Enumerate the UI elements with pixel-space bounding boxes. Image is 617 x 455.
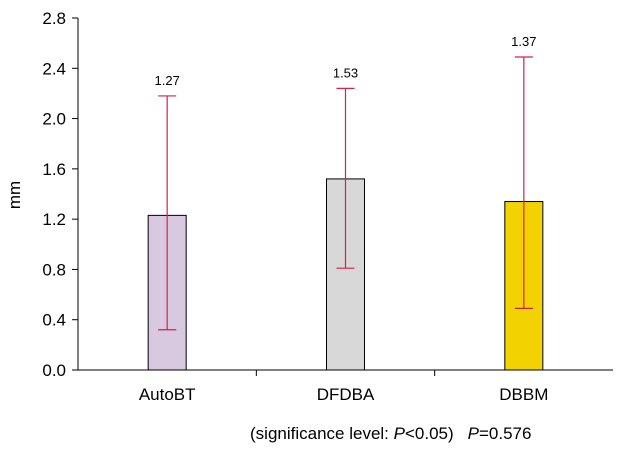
data-label-autobt: 1.27 (155, 73, 180, 88)
footnote-prefix: (significance level: (250, 424, 394, 443)
category-label-dbbm: DBBM (499, 385, 548, 404)
y-tick-label: 1.6 (42, 160, 66, 179)
category-label-dfdba: DFDBA (317, 385, 375, 404)
y-tick-label: 1.2 (42, 210, 66, 229)
significance-footnote: (significance level: P<0.05) P=0.576 (250, 424, 531, 444)
y-axis-title: mm (5, 181, 24, 209)
footnote-p-symbol-2: P (467, 424, 479, 443)
y-tick-label: 0.8 (42, 260, 66, 279)
y-tick-label: 2.8 (42, 9, 66, 28)
data-label-dfdba: 1.53 (333, 65, 358, 80)
data-label-dbbm: 1.37 (511, 34, 536, 49)
y-tick-label: 0.4 (42, 311, 66, 330)
y-tick-label: 2.4 (42, 59, 66, 78)
footnote-p-symbol-1: P (393, 424, 405, 443)
footnote-p-value: =0.576 (479, 424, 532, 443)
y-tick-label: 2.0 (42, 110, 66, 129)
y-tick-label: 0.0 (42, 361, 66, 380)
category-label-autobt: AutoBT (139, 385, 196, 404)
plot-area: 0.0 0.4 0.8 1.2 1.6 2.0 2.4 2.8 1.27 AutoBT 1.53 DF… (42, 9, 613, 404)
footnote-threshold: <0.05) (404, 424, 454, 443)
